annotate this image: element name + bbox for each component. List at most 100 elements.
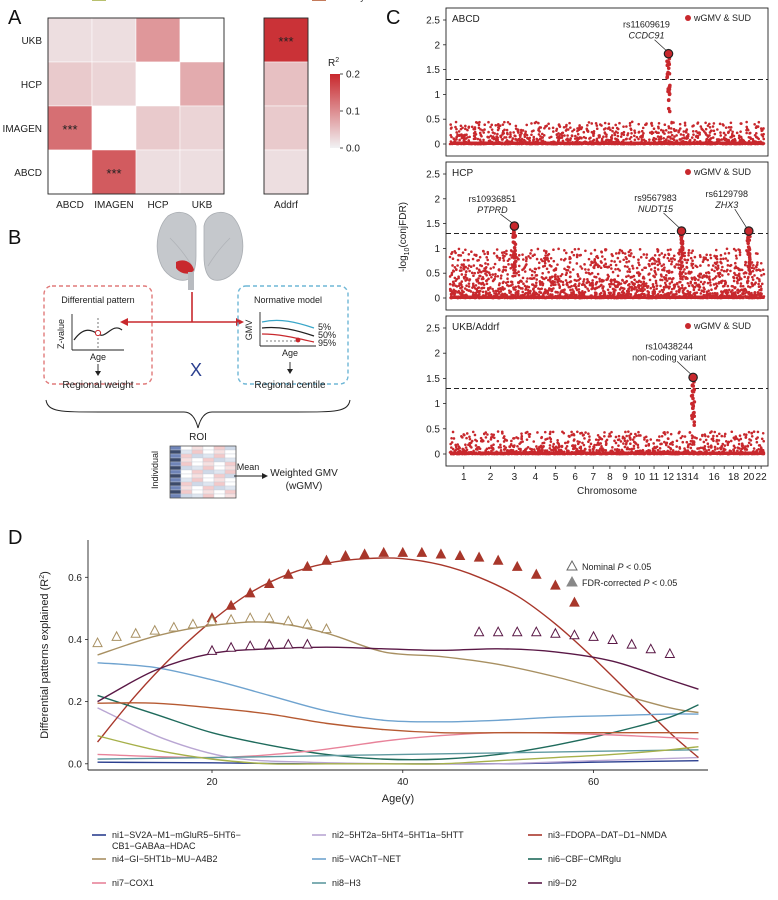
snp-point — [642, 283, 646, 287]
snp-band — [601, 141, 618, 145]
snp-point — [639, 284, 643, 287]
panel-label-d: D — [8, 527, 22, 549]
snp-point — [656, 250, 660, 253]
snp-point — [549, 437, 553, 441]
colorbar-tick-label: 0.1 — [346, 107, 360, 118]
snp-point — [622, 258, 625, 262]
snp-point — [623, 445, 627, 449]
snp-point — [577, 290, 581, 294]
snp-point — [637, 286, 641, 290]
snp-point — [537, 447, 541, 450]
snp-point — [512, 240, 517, 245]
snp-point — [762, 137, 766, 141]
snp-point — [666, 106, 671, 111]
snp-point — [561, 131, 565, 135]
snp-point — [550, 289, 553, 293]
snp-point — [498, 258, 501, 262]
snp-point — [703, 275, 707, 278]
snp-point — [737, 267, 740, 271]
snp-point — [683, 268, 686, 271]
snp-point — [584, 285, 587, 289]
snp-point — [746, 238, 751, 242]
snp-point — [583, 437, 586, 440]
snp-point — [716, 128, 719, 131]
snp-point — [534, 285, 537, 289]
snp-point — [569, 280, 573, 283]
snp-point — [491, 447, 495, 450]
snp-point — [657, 439, 661, 442]
snp-point — [721, 123, 725, 126]
snp-point — [586, 124, 589, 127]
snp-point — [573, 137, 577, 140]
snp-point — [627, 447, 631, 451]
snp-point — [645, 253, 649, 256]
snp-point — [528, 432, 532, 436]
snp-point — [662, 288, 666, 291]
brain-illustration — [156, 212, 244, 290]
snp-point — [571, 268, 575, 271]
snp-point — [496, 138, 500, 142]
snp-point — [541, 265, 545, 268]
snp-point — [611, 254, 614, 258]
snp-point — [537, 127, 541, 131]
snp-point — [481, 129, 484, 132]
snp-point — [626, 446, 629, 449]
snp-point — [496, 274, 500, 278]
snp-point — [614, 123, 618, 127]
snp-point — [489, 267, 493, 270]
snp-point — [694, 264, 697, 268]
snp-point — [613, 260, 616, 263]
snp-point — [551, 280, 555, 283]
snp-point — [492, 266, 495, 269]
snp-point — [554, 290, 557, 294]
snp-point — [503, 136, 506, 139]
snp-point — [613, 439, 616, 443]
snp-point — [541, 136, 545, 139]
snp-point — [462, 448, 465, 451]
snp-point — [454, 125, 457, 129]
snp-point — [741, 284, 745, 288]
gene-label: non-coding variant — [632, 352, 707, 362]
snp-point — [649, 268, 653, 271]
snp-point — [482, 283, 486, 287]
snp-point — [726, 259, 730, 262]
snp-point — [645, 439, 649, 442]
snp-point — [760, 282, 764, 286]
snp-point — [692, 423, 697, 428]
snp-id-label: rs10438244 — [645, 341, 693, 351]
snp-point — [701, 433, 704, 437]
snp-point — [606, 276, 610, 280]
y-tick-label: 2.5 — [426, 324, 440, 335]
snp-point — [629, 128, 633, 132]
chromosome-tick-label: 11 — [649, 472, 660, 483]
snp-point — [745, 120, 748, 124]
snp-point — [747, 253, 752, 257]
snp-point — [748, 131, 752, 135]
snp-point — [590, 122, 594, 125]
snp-point — [667, 131, 670, 134]
snp-point — [670, 271, 673, 274]
snp-point — [617, 448, 621, 452]
snp-point — [690, 251, 693, 255]
snp-point — [713, 291, 717, 295]
snp-point — [756, 430, 760, 434]
snp-point — [665, 59, 669, 64]
snp-point — [618, 260, 622, 263]
snp-point — [726, 443, 730, 447]
snp-point — [757, 282, 760, 286]
snp-point — [627, 260, 631, 263]
snp-point — [750, 431, 754, 435]
snp-point — [492, 433, 496, 437]
snp-point — [757, 285, 761, 289]
snp-point — [608, 291, 612, 295]
snp-point — [726, 264, 730, 267]
snp-point — [753, 122, 756, 126]
snp-point — [614, 252, 618, 255]
snp-point — [727, 130, 730, 134]
roi-matrix-cell — [224, 469, 237, 475]
fdr-marker — [435, 548, 447, 559]
snp-point — [490, 444, 493, 448]
snp-point — [679, 133, 683, 136]
snp-point — [459, 254, 463, 257]
snp-point — [509, 135, 512, 138]
